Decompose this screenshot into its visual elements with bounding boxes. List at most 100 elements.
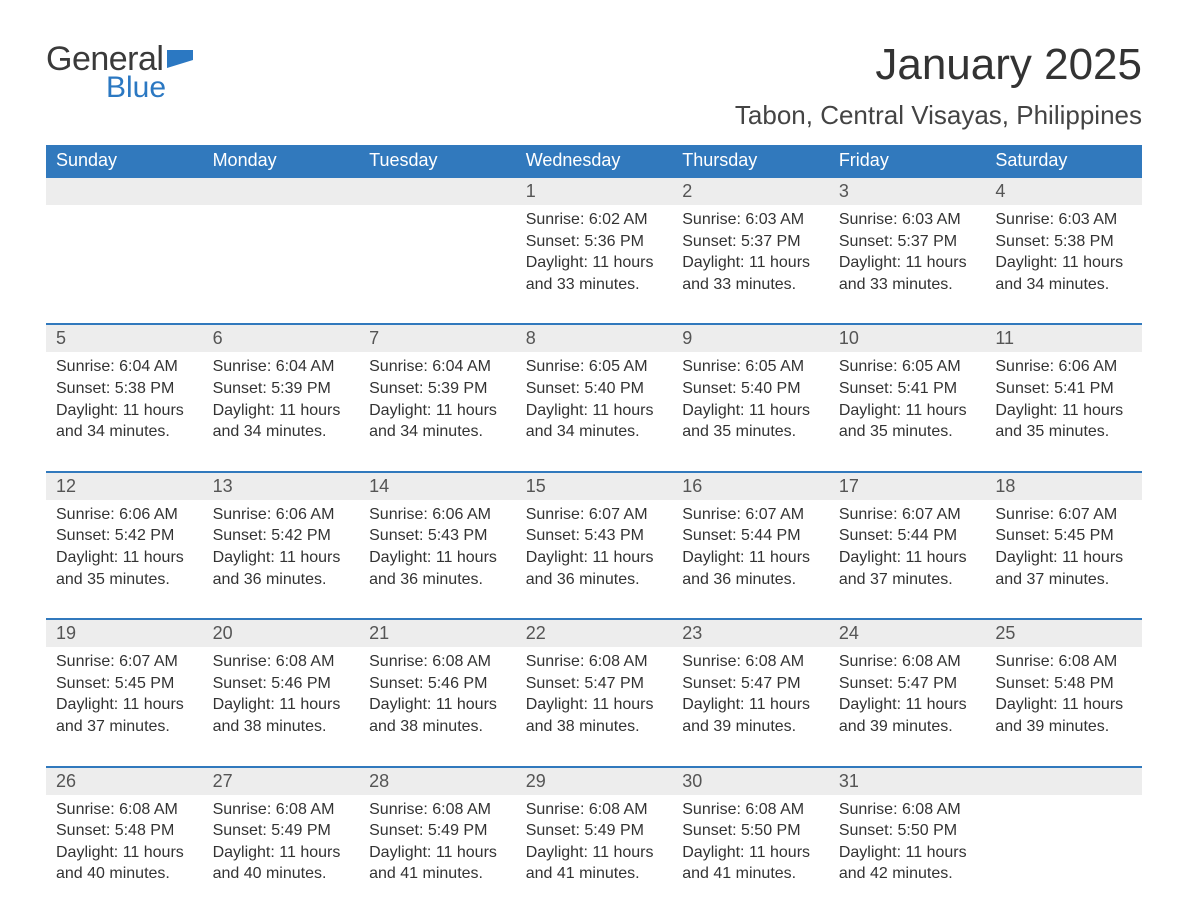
day-detail-cell: Sunrise: 6:05 AMSunset: 5:41 PMDaylight:… xyxy=(829,352,986,471)
day-dl1: Daylight: 11 hours xyxy=(369,842,506,864)
day-header: Friday xyxy=(829,145,986,177)
day-detail-cell: Sunrise: 6:03 AMSunset: 5:37 PMDaylight:… xyxy=(672,205,829,324)
day-dl1: Daylight: 11 hours xyxy=(213,547,350,569)
day-sunset: Sunset: 5:43 PM xyxy=(369,525,506,547)
day-number-cell: 24 xyxy=(829,619,986,647)
day-sunrise: Sunrise: 6:06 AM xyxy=(369,504,506,526)
day-sunrise: Sunrise: 6:04 AM xyxy=(213,356,350,378)
day-number-cell: 25 xyxy=(985,619,1142,647)
day-sunset: Sunset: 5:44 PM xyxy=(839,525,976,547)
day-sunset: Sunset: 5:49 PM xyxy=(213,820,350,842)
daynum-row: 12131415161718 xyxy=(46,472,1142,500)
day-number-cell: 18 xyxy=(985,472,1142,500)
detail-row: Sunrise: 6:04 AMSunset: 5:38 PMDaylight:… xyxy=(46,352,1142,471)
day-sunset: Sunset: 5:45 PM xyxy=(56,673,193,695)
day-number-cell: 8 xyxy=(516,324,673,352)
day-sunset: Sunset: 5:42 PM xyxy=(56,525,193,547)
day-dl1: Daylight: 11 hours xyxy=(526,842,663,864)
day-number-cell: 3 xyxy=(829,177,986,205)
day-detail-cell: Sunrise: 6:04 AMSunset: 5:39 PMDaylight:… xyxy=(203,352,360,471)
day-header: Wednesday xyxy=(516,145,673,177)
day-detail-cell: Sunrise: 6:08 AMSunset: 5:50 PMDaylight:… xyxy=(672,795,829,913)
day-sunset: Sunset: 5:47 PM xyxy=(682,673,819,695)
day-dl2: and 36 minutes. xyxy=(682,569,819,591)
day-dl2: and 39 minutes. xyxy=(682,716,819,738)
day-dl2: and 37 minutes. xyxy=(56,716,193,738)
detail-row: Sunrise: 6:02 AMSunset: 5:36 PMDaylight:… xyxy=(46,205,1142,324)
day-detail-cell: Sunrise: 6:08 AMSunset: 5:46 PMDaylight:… xyxy=(359,647,516,766)
daynum-row: 1234 xyxy=(46,177,1142,205)
day-dl1: Daylight: 11 hours xyxy=(56,694,193,716)
day-number-cell: 30 xyxy=(672,767,829,795)
day-detail-cell: Sunrise: 6:03 AMSunset: 5:37 PMDaylight:… xyxy=(829,205,986,324)
day-detail-cell: Sunrise: 6:07 AMSunset: 5:45 PMDaylight:… xyxy=(46,647,203,766)
day-sunrise: Sunrise: 6:05 AM xyxy=(682,356,819,378)
header: General Blue January 2025 Tabon, Central… xyxy=(46,40,1142,131)
detail-row: Sunrise: 6:07 AMSunset: 5:45 PMDaylight:… xyxy=(46,647,1142,766)
day-dl2: and 33 minutes. xyxy=(682,274,819,296)
day-dl2: and 39 minutes. xyxy=(995,716,1132,738)
detail-row: Sunrise: 6:06 AMSunset: 5:42 PMDaylight:… xyxy=(46,500,1142,619)
day-detail-cell: Sunrise: 6:08 AMSunset: 5:49 PMDaylight:… xyxy=(516,795,673,913)
day-detail-cell: Sunrise: 6:08 AMSunset: 5:47 PMDaylight:… xyxy=(672,647,829,766)
day-dl1: Daylight: 11 hours xyxy=(369,547,506,569)
day-dl1: Daylight: 11 hours xyxy=(682,842,819,864)
day-sunrise: Sunrise: 6:04 AM xyxy=(369,356,506,378)
day-dl2: and 36 minutes. xyxy=(526,569,663,591)
day-dl1: Daylight: 11 hours xyxy=(369,694,506,716)
day-dl1: Daylight: 11 hours xyxy=(682,694,819,716)
day-sunrise: Sunrise: 6:08 AM xyxy=(682,799,819,821)
day-dl1: Daylight: 11 hours xyxy=(369,400,506,422)
day-dl2: and 34 minutes. xyxy=(526,421,663,443)
day-detail-cell: Sunrise: 6:08 AMSunset: 5:48 PMDaylight:… xyxy=(46,795,203,913)
day-sunrise: Sunrise: 6:06 AM xyxy=(995,356,1132,378)
day-detail-cell xyxy=(203,205,360,324)
day-dl2: and 35 minutes. xyxy=(682,421,819,443)
day-sunrise: Sunrise: 6:08 AM xyxy=(839,799,976,821)
day-number-cell: 22 xyxy=(516,619,673,647)
day-dl2: and 41 minutes. xyxy=(526,863,663,885)
day-dl1: Daylight: 11 hours xyxy=(839,842,976,864)
day-sunrise: Sunrise: 6:08 AM xyxy=(995,651,1132,673)
day-detail-cell: Sunrise: 6:08 AMSunset: 5:48 PMDaylight:… xyxy=(985,647,1142,766)
day-sunrise: Sunrise: 6:03 AM xyxy=(839,209,976,231)
day-dl1: Daylight: 11 hours xyxy=(526,694,663,716)
day-number-cell: 13 xyxy=(203,472,360,500)
day-number-cell: 31 xyxy=(829,767,986,795)
day-sunset: Sunset: 5:42 PM xyxy=(213,525,350,547)
day-header: Monday xyxy=(203,145,360,177)
day-number-cell xyxy=(359,177,516,205)
day-sunrise: Sunrise: 6:07 AM xyxy=(682,504,819,526)
day-sunset: Sunset: 5:49 PM xyxy=(369,820,506,842)
daynum-row: 19202122232425 xyxy=(46,619,1142,647)
day-detail-cell: Sunrise: 6:06 AMSunset: 5:41 PMDaylight:… xyxy=(985,352,1142,471)
day-number-cell: 14 xyxy=(359,472,516,500)
day-sunset: Sunset: 5:38 PM xyxy=(995,231,1132,253)
day-number-cell: 29 xyxy=(516,767,673,795)
day-dl1: Daylight: 11 hours xyxy=(995,694,1132,716)
day-sunrise: Sunrise: 6:07 AM xyxy=(995,504,1132,526)
day-number-cell: 26 xyxy=(46,767,203,795)
day-sunrise: Sunrise: 6:03 AM xyxy=(682,209,819,231)
day-dl1: Daylight: 11 hours xyxy=(526,400,663,422)
day-sunrise: Sunrise: 6:07 AM xyxy=(526,504,663,526)
day-sunset: Sunset: 5:46 PM xyxy=(213,673,350,695)
day-number-cell: 19 xyxy=(46,619,203,647)
day-sunset: Sunset: 5:48 PM xyxy=(995,673,1132,695)
day-dl1: Daylight: 11 hours xyxy=(995,400,1132,422)
day-dl2: and 34 minutes. xyxy=(213,421,350,443)
day-detail-cell: Sunrise: 6:08 AMSunset: 5:49 PMDaylight:… xyxy=(359,795,516,913)
day-detail-cell: Sunrise: 6:08 AMSunset: 5:46 PMDaylight:… xyxy=(203,647,360,766)
day-number-cell: 28 xyxy=(359,767,516,795)
day-detail-cell: Sunrise: 6:05 AMSunset: 5:40 PMDaylight:… xyxy=(672,352,829,471)
day-sunrise: Sunrise: 6:08 AM xyxy=(213,651,350,673)
day-dl2: and 37 minutes. xyxy=(995,569,1132,591)
day-sunrise: Sunrise: 6:08 AM xyxy=(839,651,976,673)
day-detail-cell: Sunrise: 6:06 AMSunset: 5:43 PMDaylight:… xyxy=(359,500,516,619)
day-sunset: Sunset: 5:41 PM xyxy=(995,378,1132,400)
day-number-cell: 6 xyxy=(203,324,360,352)
day-number-cell: 12 xyxy=(46,472,203,500)
day-sunrise: Sunrise: 6:04 AM xyxy=(56,356,193,378)
day-dl2: and 38 minutes. xyxy=(526,716,663,738)
day-sunrise: Sunrise: 6:07 AM xyxy=(839,504,976,526)
